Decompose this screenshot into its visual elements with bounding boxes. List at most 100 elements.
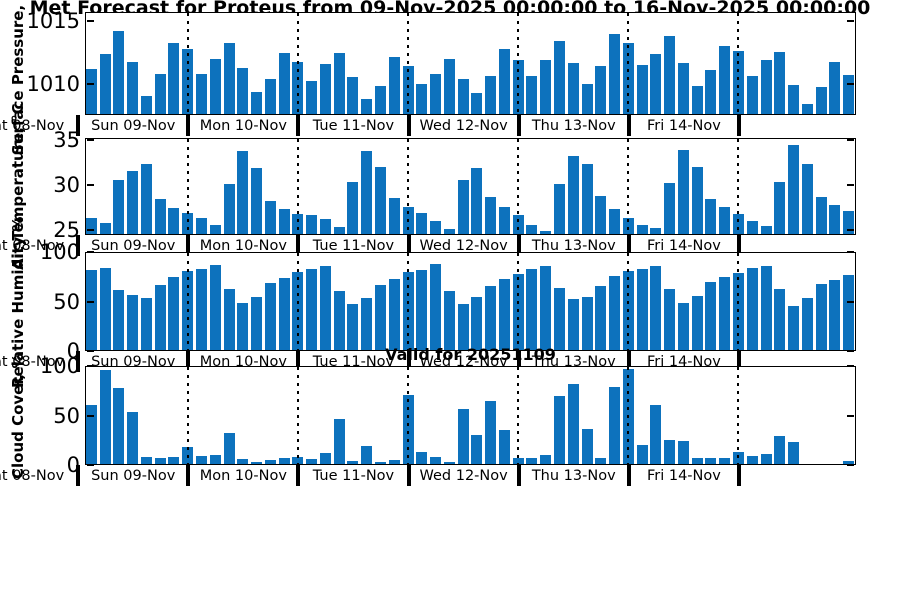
bar <box>223 43 235 114</box>
y-tick-mark <box>87 251 94 254</box>
bar <box>457 78 469 114</box>
bar <box>443 59 455 114</box>
bar <box>319 452 331 464</box>
bar <box>650 404 662 464</box>
bar <box>553 396 565 464</box>
bar <box>526 458 538 464</box>
bar <box>375 86 386 114</box>
y-tick-label: 1015 <box>26 8 80 33</box>
bar <box>278 278 290 350</box>
day-boundary-tick <box>406 351 411 372</box>
subplot-4-plot-area <box>85 366 856 465</box>
bar <box>553 183 565 234</box>
bar <box>85 270 97 350</box>
bar <box>498 278 510 350</box>
bar <box>457 408 469 464</box>
bar <box>471 435 483 464</box>
bar <box>196 456 208 464</box>
bar <box>430 73 442 114</box>
x-prev-day-label: Sat 08-Nov <box>0 354 65 370</box>
y-tick-mark <box>847 414 854 417</box>
x-prev-day-label: Sat 08-Nov <box>0 468 65 484</box>
bar <box>306 459 318 464</box>
bar <box>540 455 552 464</box>
bar <box>774 181 786 234</box>
day-boundary-tick <box>516 115 521 136</box>
bar <box>430 457 442 464</box>
bar <box>677 303 689 350</box>
day-boundary-tick <box>76 351 81 372</box>
bar <box>113 387 125 464</box>
bar <box>237 459 249 464</box>
bar <box>264 283 276 350</box>
bar <box>388 198 400 234</box>
bar <box>774 436 786 464</box>
y-tick-mark <box>87 414 94 417</box>
bar <box>416 451 428 464</box>
bar <box>485 196 497 234</box>
bar <box>705 199 717 234</box>
day-boundary-tick <box>296 115 301 136</box>
bar <box>99 54 111 114</box>
bar <box>540 231 552 234</box>
day-boundary-tick <box>736 465 741 486</box>
day-boundary-line <box>407 139 410 234</box>
subplot-1-plot-area <box>85 12 856 115</box>
bar <box>843 461 855 464</box>
day-boundary-tick <box>76 115 81 136</box>
bar <box>774 288 786 350</box>
day-boundary-line <box>407 253 410 350</box>
bar <box>347 461 359 464</box>
x-day-label: Tue 11-Nov <box>312 468 395 484</box>
day-boundary-tick <box>626 235 631 256</box>
bar <box>333 53 345 114</box>
bar <box>691 86 703 114</box>
bar <box>264 200 276 234</box>
bar <box>196 268 208 350</box>
bar <box>636 225 648 234</box>
day-boundary-tick <box>296 235 301 256</box>
bar <box>113 289 125 350</box>
x-day-label: Fri 14-Nov <box>646 118 721 134</box>
bar <box>815 283 827 350</box>
bar <box>196 73 208 114</box>
bar <box>196 218 208 234</box>
bar <box>457 303 469 350</box>
bar <box>581 297 593 350</box>
y-tick-mark <box>847 365 854 368</box>
bar <box>154 458 166 464</box>
x-day-label: Sun 09-Nov <box>91 118 176 134</box>
y-tick-mark <box>847 183 854 186</box>
bar <box>609 275 621 350</box>
bar <box>278 53 290 114</box>
bar <box>540 265 552 350</box>
bar <box>691 295 703 350</box>
subplot-3-plot-area <box>85 252 856 351</box>
bar <box>416 83 428 114</box>
day-boundary-line <box>296 13 299 114</box>
bar <box>251 296 263 350</box>
bar <box>388 56 400 114</box>
bar <box>677 441 689 464</box>
x-day-label: Sun 09-Nov <box>91 238 176 254</box>
y-tick-label: 100 <box>39 240 80 265</box>
bar <box>361 445 373 464</box>
bar <box>99 222 111 234</box>
day-boundary-tick <box>186 235 191 256</box>
day-boundary-tick <box>626 115 631 136</box>
bar <box>251 462 263 464</box>
bar <box>677 62 689 114</box>
day-boundary-line <box>186 139 189 234</box>
bar <box>553 40 565 114</box>
y-tick-label: 25 <box>53 217 80 242</box>
bar <box>361 99 373 114</box>
bar <box>237 151 249 234</box>
y-tick-label: 50 <box>53 403 80 428</box>
bar <box>788 84 800 114</box>
bar <box>85 404 97 464</box>
day-boundary-tick <box>406 235 411 256</box>
bar <box>746 220 758 234</box>
bar <box>223 183 235 234</box>
bar <box>333 419 345 464</box>
